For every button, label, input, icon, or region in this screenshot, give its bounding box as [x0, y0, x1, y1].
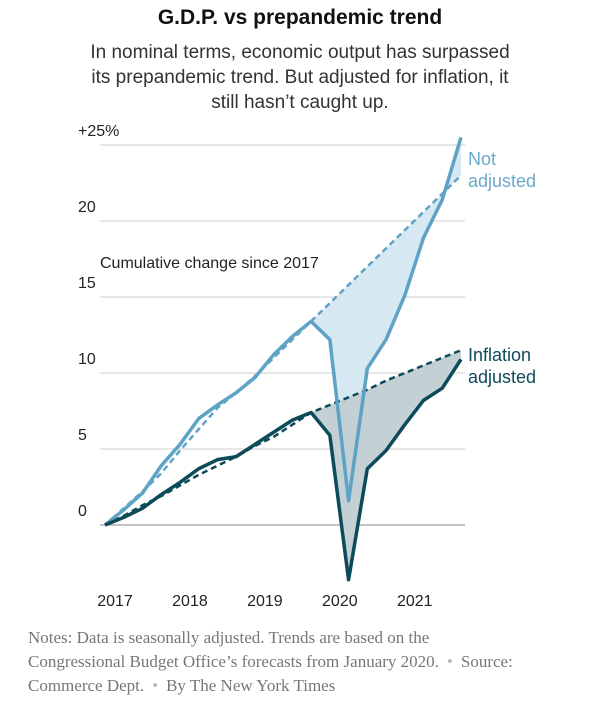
y-tick-label: 15: [78, 275, 96, 292]
series-label: Not adjusted: [468, 149, 537, 191]
y-tick-label: +25%: [78, 123, 119, 140]
y-tick-label: 10: [78, 351, 96, 368]
annotation: Cumulative change since 2017: [100, 255, 319, 272]
grid: [100, 144, 465, 526]
x-tick-label: 2020: [322, 593, 358, 610]
x-tick-label: 2021: [397, 593, 433, 610]
x-tick-label: 2017: [97, 593, 133, 610]
x-tick-label: 2018: [172, 593, 208, 610]
y-tick-label: 5: [78, 427, 87, 444]
data-line: [103, 136, 463, 527]
y-tick-label: 0: [78, 503, 87, 520]
chart-title: G.D.P. vs prepandemic trend: [157, 6, 443, 29]
subtitle: In nominal terms, economic output has su…: [90, 42, 510, 113]
trend-line: [104, 174, 462, 526]
y-tick-label: 20: [78, 199, 96, 216]
data-line: [104, 358, 463, 582]
source: Source: Commerce Dept.: [28, 652, 513, 695]
gap-area: [311, 350, 461, 580]
x-tick-label: 2019: [247, 593, 283, 610]
trend-line: [104, 349, 462, 527]
series-label: Inflation adjusted: [468, 345, 537, 387]
notes-text: Notes: Data is seasonally adjusted. Tren…: [28, 628, 439, 671]
notes: Notes: Data is seasonally adjusted. Tren…: [28, 628, 513, 695]
credit: By The New York Times: [166, 676, 336, 695]
